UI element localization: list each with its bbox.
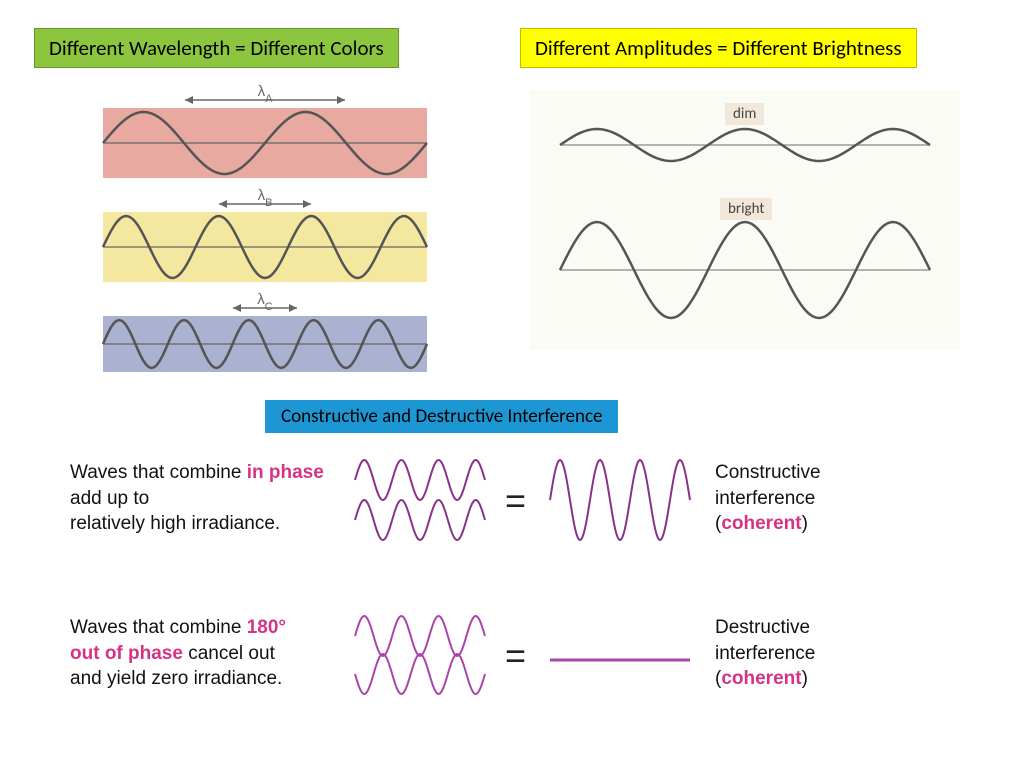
des-line-1: Waves that combine: [70, 617, 247, 638]
constructive-label: Constructive interference (coherent): [715, 460, 821, 537]
constructive-description: Waves that combine in phase add up to re…: [70, 460, 330, 537]
interference-banner: Constructive and Destructive Interferenc…: [265, 400, 618, 433]
des-res-5: ): [802, 668, 808, 689]
destructive-description: Waves that combine 180° out of phase can…: [70, 615, 345, 692]
con-line-1: Waves that combine: [70, 462, 241, 483]
des-outphase: out of phase: [70, 643, 183, 664]
des-line-3: and yield zero irradiance.: [70, 668, 282, 689]
con-res-4: coherent: [721, 513, 801, 534]
con-line-3: relatively high irradiance.: [70, 513, 280, 534]
svg-text:λB: λB: [258, 187, 273, 209]
destructive-input-waves: [350, 608, 490, 703]
wavelength-svg: λA λB λC: [95, 82, 435, 392]
des-res-1: Destructive: [715, 617, 810, 638]
des-res-4: coherent: [721, 668, 801, 689]
con-res-5: ): [802, 513, 808, 534]
svg-text:λA: λA: [258, 83, 274, 105]
con-inphase: in phase: [247, 462, 324, 483]
constructive-input-waves: [350, 455, 490, 545]
bright-tag: bright: [720, 198, 772, 220]
equals-sign-2: =: [505, 635, 526, 677]
destructive-output-wave: [545, 650, 695, 670]
amplitude-diagram: dim bright: [530, 90, 960, 350]
wavelength-diagram: λA λB λC: [95, 82, 435, 392]
constructive-output-wave: [545, 445, 695, 555]
con-line-2: add up to: [70, 488, 149, 509]
con-res-2: interference: [715, 488, 815, 509]
equals-sign-1: =: [505, 480, 526, 522]
dim-tag: dim: [725, 103, 764, 125]
amplitude-banner: Different Amplitudes = Different Brightn…: [520, 28, 917, 68]
svg-text:λC: λC: [257, 291, 273, 313]
des-res-2: interference: [715, 643, 815, 664]
wavelength-banner: Different Wavelength = Different Colors: [34, 28, 399, 68]
amplitude-svg: [530, 90, 960, 350]
destructive-label: Destructive interference (coherent): [715, 615, 815, 692]
con-res-1: Constructive: [715, 462, 821, 483]
des-line-2: cancel out: [183, 643, 275, 664]
des-180: 180°: [247, 617, 286, 638]
